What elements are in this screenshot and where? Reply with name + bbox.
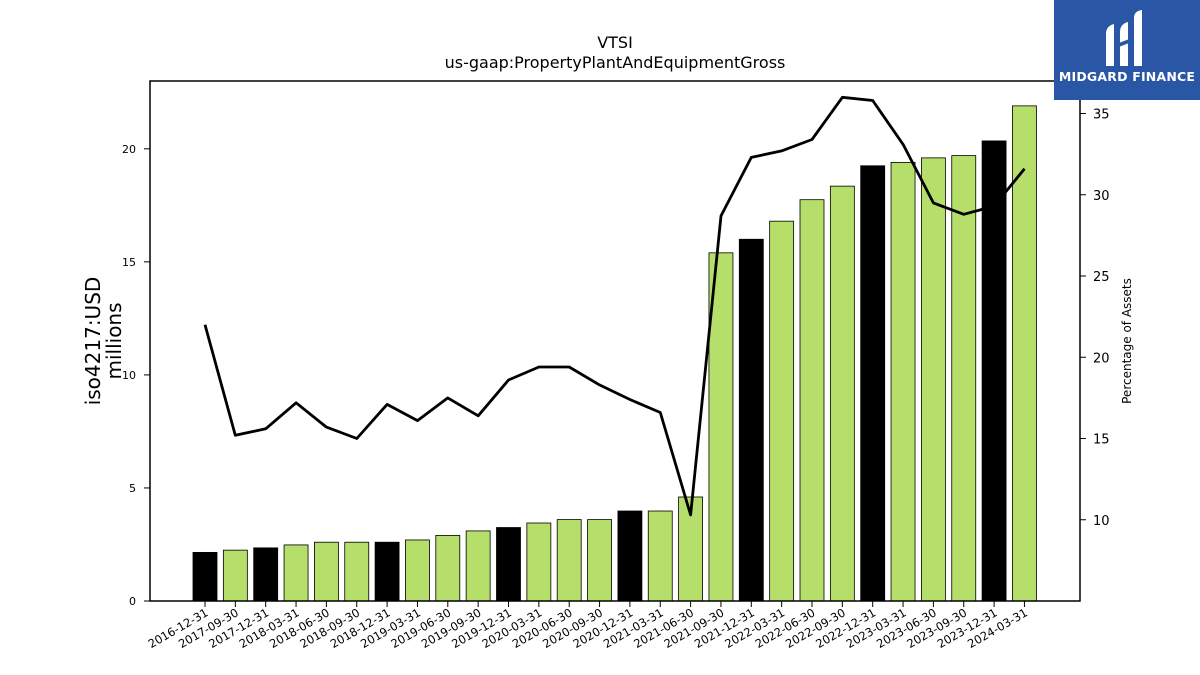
bar-2021-12-31	[738, 238, 764, 602]
bar-2018-12-31	[374, 541, 400, 602]
bar-2022-03-31	[769, 220, 795, 602]
chart-subtitle: us-gaap:PropertyPlantAndEquipmentGross	[445, 53, 786, 72]
y-axis-left: 0 5 10 15 20	[122, 143, 150, 608]
y-tick-label: 0	[129, 595, 136, 608]
y-tick-label: 5	[129, 482, 136, 495]
bar-2019-03-31	[405, 539, 430, 602]
x-axis: 2016-12-312017-09-302017-12-312018-03-31…	[146, 601, 1030, 651]
logo-text: MIDGARD FINANCE	[1058, 69, 1196, 84]
bar-2018-03-31	[283, 544, 309, 602]
bar-2022-06-30	[799, 199, 825, 602]
y2-tick-label: 30	[1093, 189, 1110, 204]
y2-tick-label: 10	[1093, 514, 1110, 529]
bar-2024-03-31	[1012, 105, 1037, 602]
bar-2022-09-30	[829, 185, 855, 602]
y-tick-label: 10	[122, 369, 136, 382]
y2-tick-label: 20	[1093, 351, 1110, 366]
y-axis-right: 10 15 20 25 30 35	[1080, 108, 1110, 529]
y-axis-label-line: iso4217:USD	[81, 277, 105, 406]
bar-2023-12-31	[981, 140, 1007, 602]
bar-2023-03-31	[890, 161, 916, 602]
bar-2020-09-30	[587, 519, 612, 602]
bar-2021-03-31	[647, 510, 673, 602]
bar-2020-12-31	[617, 510, 643, 602]
bar-2017-09-30	[222, 549, 248, 602]
y-tick-label: 20	[122, 143, 136, 156]
logo-mark-icon	[1106, 10, 1142, 66]
bar-2019-12-31	[496, 527, 521, 602]
bar-2022-12-31	[860, 165, 886, 602]
chart-title: VTSI	[597, 33, 633, 52]
y2-tick-label: 35	[1093, 108, 1110, 123]
bar-2023-09-30	[951, 155, 977, 602]
plot-frame	[149, 80, 1081, 602]
bar-2021-09-30	[708, 252, 734, 602]
midgard-finance-logo: MIDGARD FINANCE	[1054, 0, 1200, 100]
bar-2017-12-31	[253, 547, 279, 602]
y2-tick-label: 15	[1093, 433, 1110, 448]
y-axis-label-line: millions	[102, 302, 126, 379]
percentage-of-assets-line	[203, 95, 1026, 517]
y2-axis-label: Percentage of Assets	[1120, 278, 1134, 404]
bar-2018-09-30	[344, 541, 370, 602]
bar-2020-03-31	[526, 522, 552, 602]
bar-2018-06-30	[313, 541, 339, 602]
y-tick-label: 15	[122, 256, 136, 269]
line-series	[203, 95, 1026, 517]
bar-2023-06-30	[921, 157, 946, 602]
y-axis-label: iso4217:USDmillions	[81, 277, 126, 406]
bar-series	[192, 105, 1037, 602]
bar-2016-12-31	[192, 551, 218, 602]
bar-2019-06-30	[435, 535, 461, 602]
bar-2019-09-30	[465, 530, 491, 602]
bar-2020-06-30	[556, 519, 582, 602]
y2-tick-label: 25	[1093, 270, 1110, 285]
